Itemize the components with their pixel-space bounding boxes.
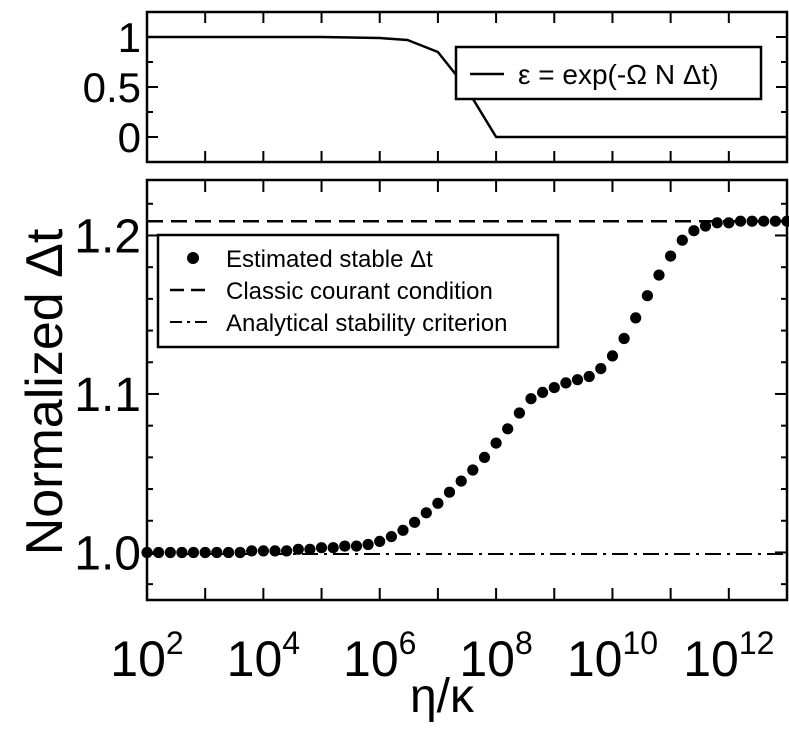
data-point [246,545,258,557]
top-legend-box [454,45,763,101]
y-tick-label: 1.1 [74,369,141,422]
data-point [537,386,549,398]
data-point [630,312,642,324]
x-tick-exponent: 4 [282,625,300,661]
data-point [560,377,572,389]
y-axis-label: Normalized Δt [16,228,74,555]
data-point [746,215,758,227]
data-point [211,546,223,559]
data-point [409,516,421,528]
x-tick-exponent: 12 [739,625,775,661]
data-point [525,393,537,405]
data-point [187,546,200,559]
data-point [467,464,479,476]
data-point [478,451,491,463]
bottom-plot-frame [145,178,789,602]
data-point [397,524,409,536]
bottom-marks [141,215,789,559]
bottom-legend: Estimated stable Δt Classic courant condi… [156,233,560,349]
data-point [222,546,235,559]
data-point [723,217,735,229]
data-point [583,370,595,383]
data-point [502,423,514,435]
data-point [513,407,526,419]
data-point [164,546,176,559]
x-tick-label: 104 [227,625,300,687]
data-point [199,546,211,559]
y-tick-label: 1.0 [74,527,141,580]
data-point [315,542,328,554]
data-point [665,250,677,262]
legend-label: Classic courant condition [226,278,493,305]
data-point [769,215,782,227]
x-tick-exponent: 10 [622,625,658,661]
x-tick-exponent: 6 [399,625,417,661]
data-point [292,543,304,555]
data-point [618,332,630,345]
data-point [595,363,607,375]
legend-label: Estimated stable Δt [226,246,433,273]
data-point [385,531,397,543]
data-point [234,546,246,559]
x-tick-label: 1010 [567,625,658,687]
top-y-tick-label: 0.5 [83,64,141,111]
x-axis-label: η/κ [410,670,475,723]
epsilon-curve [147,35,787,139]
bottom-legend-box [156,233,560,349]
top-marks [147,35,787,139]
top-legend: ε = exp(-Ω N Δt) [454,45,763,101]
data-point [711,217,723,229]
x-tick-label: 102 [110,625,183,687]
x-tick-exponent: 8 [515,625,533,661]
data-point [327,542,339,554]
data-point [269,545,281,557]
data-point [653,269,665,281]
data-point [641,290,654,302]
top-legend-label: ε = exp(-Ω N Δt) [518,59,719,90]
data-point [176,546,188,559]
data-point [734,215,747,227]
legend-dot-swatch [187,252,199,264]
data-point [443,486,456,498]
data-point [571,374,584,386]
x-tick-label: 106 [343,625,416,687]
data-point [281,545,293,557]
data-point [606,350,619,362]
data-point [455,475,467,487]
y-tick-label: 1.2 [74,210,141,263]
data-point [688,225,700,237]
x-tick-exponent: 2 [166,625,184,661]
top-panel: 10.50 ε = exp(-Ω N Δt) [83,10,789,164]
data-point [350,540,363,552]
top-y-tick-label: 0 [118,114,141,161]
data-point [490,437,502,449]
data-point [676,234,688,246]
data-point [699,220,712,232]
data-point [420,507,432,519]
data-point [374,535,386,548]
data-point [758,215,770,227]
data-point [304,543,316,555]
data-point [548,382,560,394]
data-point [339,540,351,552]
data-point [432,497,444,509]
legend-label: Analytical stability criterion [226,310,507,337]
data-point [257,545,269,557]
top-ticks: 10.50 [83,11,788,163]
x-tick-label: 1012 [683,625,774,687]
data-point [362,538,374,551]
top-y-tick-label: 1 [118,14,141,61]
